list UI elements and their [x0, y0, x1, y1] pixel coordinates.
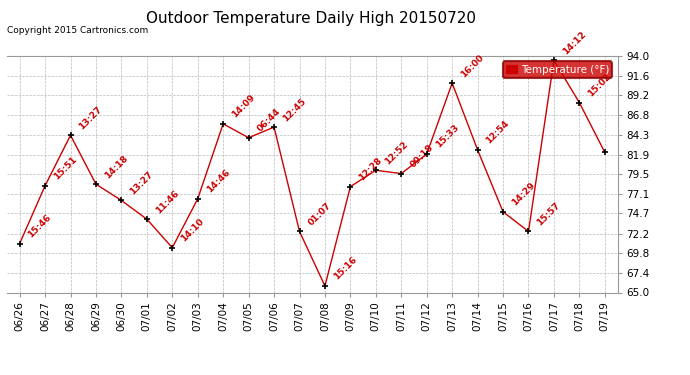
Text: 13:27: 13:27: [128, 170, 155, 196]
Text: Copyright 2015 Cartronics.com: Copyright 2015 Cartronics.com: [7, 26, 148, 35]
Text: 13:27: 13:27: [77, 104, 104, 131]
Text: 14:46: 14:46: [205, 168, 231, 195]
Text: 14:10: 14:10: [179, 217, 206, 243]
Text: Outdoor Temperature Daily High 20150720: Outdoor Temperature Daily High 20150720: [146, 11, 475, 26]
Text: 14:09: 14:09: [230, 93, 257, 120]
Text: 12:54: 12:54: [484, 119, 511, 146]
Text: 15:02: 15:02: [586, 72, 613, 99]
Text: 14:29: 14:29: [510, 181, 537, 208]
Text: 06:44: 06:44: [255, 107, 282, 134]
Text: 15:46: 15:46: [27, 213, 53, 240]
Text: 14:12: 14:12: [561, 30, 588, 56]
Text: 12:45: 12:45: [281, 96, 308, 123]
Text: 12:52: 12:52: [383, 140, 409, 166]
Text: 14:18: 14:18: [103, 153, 130, 180]
Legend: Temperature (°F): Temperature (°F): [503, 62, 612, 78]
Text: 09:18: 09:18: [408, 143, 435, 170]
Text: 15:16: 15:16: [332, 255, 359, 282]
Text: 15:57: 15:57: [535, 201, 562, 227]
Text: 15:51: 15:51: [52, 155, 79, 182]
Text: 12:28: 12:28: [357, 156, 384, 182]
Text: 11:46: 11:46: [154, 188, 181, 215]
Text: 01:07: 01:07: [306, 201, 333, 227]
Text: 16:00: 16:00: [459, 53, 486, 79]
Text: 15:33: 15:33: [434, 123, 460, 150]
